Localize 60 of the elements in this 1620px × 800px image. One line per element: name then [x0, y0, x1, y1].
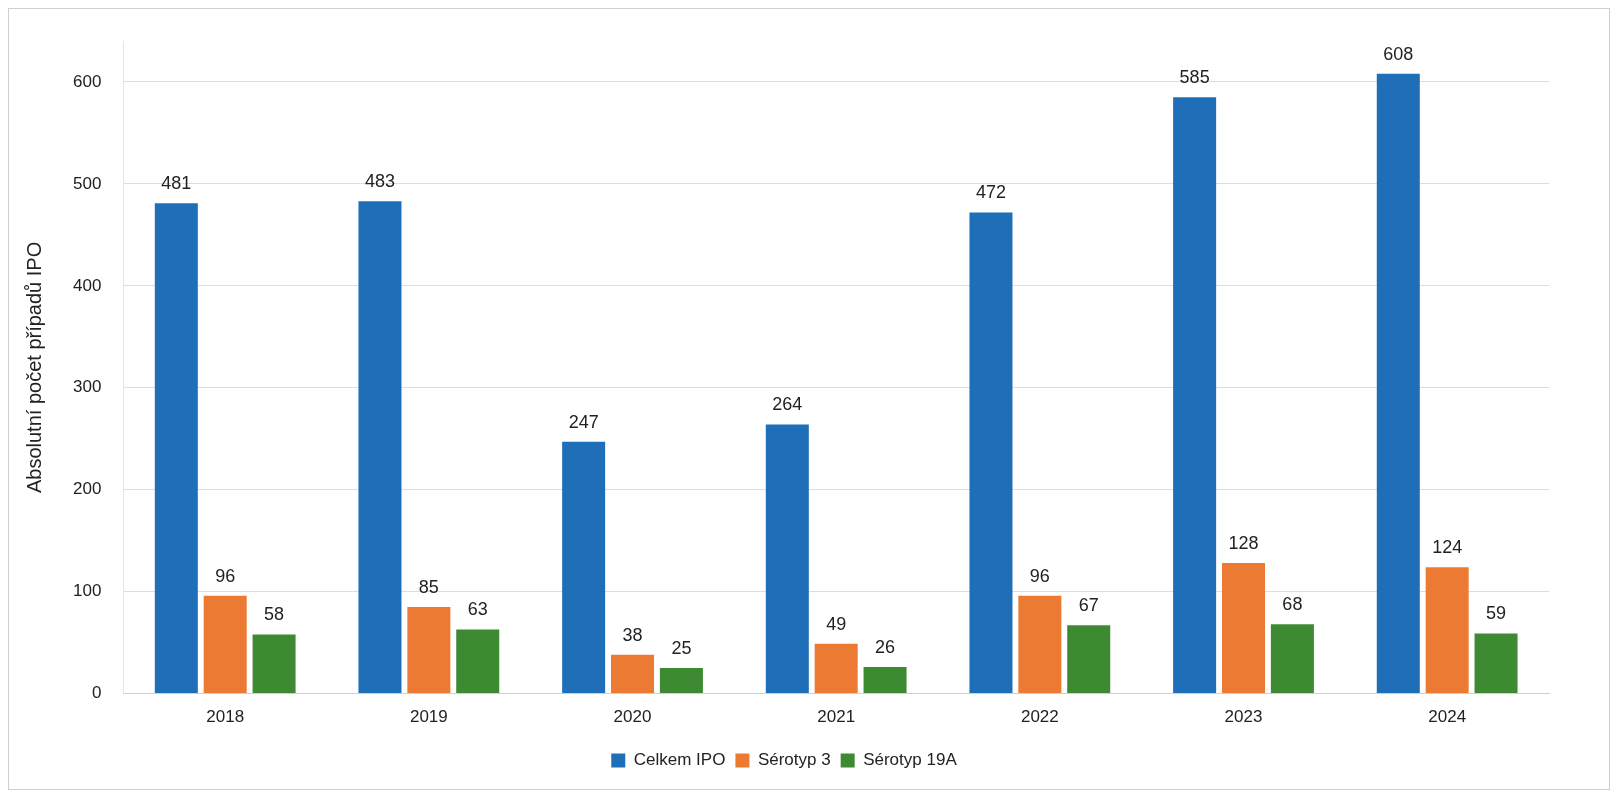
- data-label: 38: [622, 624, 643, 645]
- bar: [252, 634, 296, 694]
- bar: [611, 654, 655, 694]
- data-label: 481: [161, 173, 192, 194]
- data-label: 96: [215, 565, 236, 586]
- bar: [358, 201, 402, 694]
- data-label: 26: [875, 637, 896, 658]
- bar: [1018, 595, 1062, 694]
- data-label: 85: [418, 576, 439, 597]
- bar: [1067, 625, 1111, 694]
- data-label: 25: [671, 638, 692, 659]
- x-tick-label: 2022: [1020, 707, 1059, 727]
- x-tick-label: 2023: [1224, 707, 1263, 727]
- x-tick-label: 2019: [409, 707, 448, 727]
- data-label: 63: [467, 599, 488, 620]
- bar: [562, 441, 606, 694]
- legend-label: Celkem IPO: [633, 750, 726, 770]
- data-label: 483: [364, 171, 395, 192]
- data-label: 58: [264, 604, 285, 625]
- y-tick-label: 0: [91, 683, 102, 703]
- data-label: 264: [772, 394, 803, 415]
- y-axis-title: Absolutní počet případů IPO: [22, 241, 45, 494]
- y-tick-label: 500: [72, 173, 102, 193]
- bar: [863, 667, 907, 694]
- data-label: 67: [1078, 595, 1099, 616]
- bar: [1222, 563, 1266, 694]
- bar: [1173, 97, 1217, 694]
- y-tick-label: 200: [72, 479, 102, 499]
- bar: [407, 606, 451, 694]
- bar: [1376, 73, 1420, 694]
- y-tick-label: 100: [72, 581, 102, 601]
- bar: [203, 595, 247, 694]
- x-tick-label: 2024: [1428, 707, 1467, 727]
- bar: [814, 643, 858, 694]
- bar: [1474, 633, 1518, 694]
- x-tick-label: 2021: [817, 707, 856, 727]
- bar: [456, 629, 500, 694]
- bar: [969, 212, 1013, 694]
- bar: [659, 668, 703, 694]
- data-label: 124: [1432, 537, 1463, 558]
- y-tick-label: 400: [72, 275, 102, 295]
- y-tick-label: 600: [72, 71, 102, 91]
- legend-label: Sérotyp 19A: [863, 750, 958, 770]
- data-label: 585: [1179, 67, 1210, 88]
- legend-label: Sérotyp 3: [757, 750, 831, 770]
- bar: [765, 424, 809, 694]
- x-tick-label: 2018: [206, 707, 245, 727]
- data-label: 608: [1383, 43, 1414, 64]
- y-tick-label: 300: [72, 377, 102, 397]
- data-label: 49: [826, 613, 847, 634]
- data-label: 128: [1228, 533, 1259, 554]
- data-label: 472: [975, 182, 1006, 203]
- bar: [1425, 567, 1469, 694]
- bar: [1270, 624, 1314, 694]
- data-label: 247: [568, 411, 599, 432]
- data-label: 59: [1486, 603, 1507, 624]
- bar: [154, 203, 198, 694]
- data-label: 96: [1029, 565, 1050, 586]
- data-label: 68: [1282, 594, 1303, 615]
- x-tick-label: 2020: [613, 707, 652, 727]
